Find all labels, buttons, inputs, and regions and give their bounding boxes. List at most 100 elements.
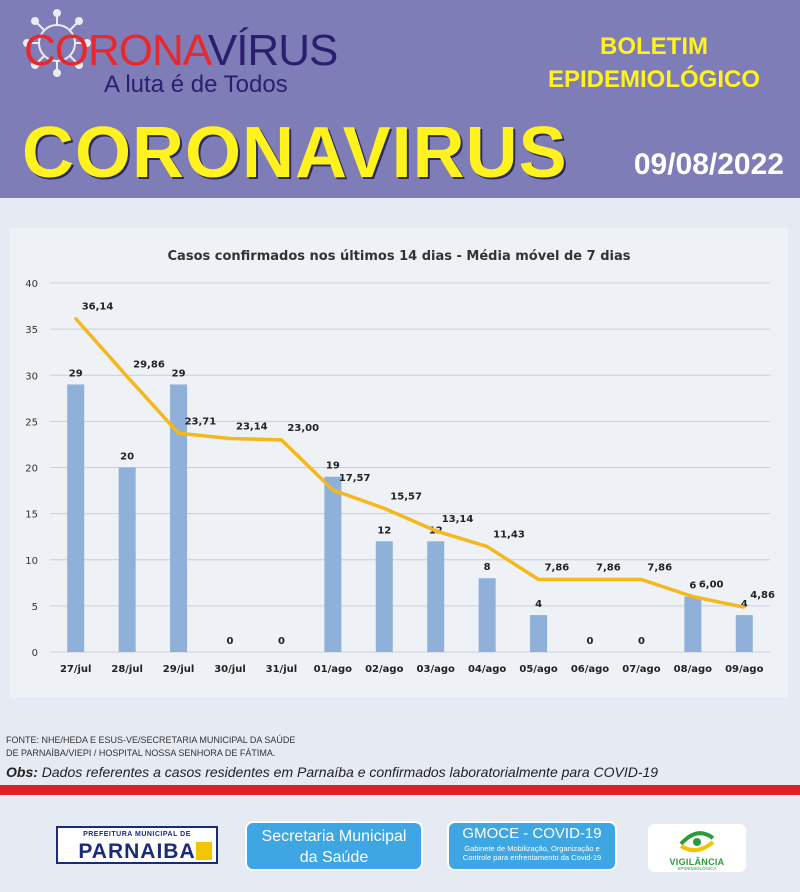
bar-data-label: 19 bbox=[326, 461, 340, 472]
x-tick-label: 08/ago bbox=[674, 664, 712, 675]
vigilancia-label: VIGILÂNCIA bbox=[669, 857, 725, 867]
brand-tagline: A luta é de Todos bbox=[104, 71, 288, 98]
bar-data-label: 0 bbox=[227, 636, 234, 647]
brand-wordmark: CORONAVÍRUS bbox=[24, 26, 338, 76]
y-tick-label: 10 bbox=[25, 556, 38, 567]
secretaria-line2: da Saúde bbox=[299, 849, 369, 866]
brand-red-text: CORONA bbox=[24, 26, 209, 75]
bar-data-label: 20 bbox=[120, 452, 134, 463]
bar bbox=[375, 541, 393, 652]
bar bbox=[684, 596, 702, 652]
line-point bbox=[177, 431, 181, 435]
line-data-label: 23,71 bbox=[185, 416, 217, 427]
bar bbox=[735, 615, 753, 652]
x-tick-label: 04/ago bbox=[468, 664, 506, 675]
x-tick-label: 07/ago bbox=[622, 664, 660, 675]
line-data-label: 11,43 bbox=[493, 530, 525, 541]
boletim-line2: EPIDEMIOLÓGICO bbox=[547, 66, 760, 93]
line-point bbox=[485, 545, 489, 549]
line-point bbox=[691, 595, 695, 599]
chart-gridlines bbox=[50, 282, 770, 653]
bar-data-label: 4 bbox=[741, 599, 748, 610]
line-data-label: 7,86 bbox=[596, 562, 621, 573]
y-tick-label: 20 bbox=[25, 464, 38, 475]
boletim-heading: BOLETIM EPIDEMIOLÓGICO bbox=[534, 30, 774, 96]
gmoce-description: Gabinete de Mobilização, Organização e C… bbox=[462, 844, 602, 862]
line-point bbox=[279, 438, 283, 442]
vigilancia-sub: EPIDEMIOLÓGICA bbox=[677, 866, 717, 871]
line-point bbox=[742, 605, 746, 609]
x-tick-label: 27/jul bbox=[60, 664, 92, 675]
bar bbox=[170, 384, 188, 652]
vigilancia-logo: VIGILÂNCIA EPIDEMIOLÓGICA bbox=[648, 824, 746, 872]
line-data-label: 29,86 bbox=[133, 360, 165, 371]
obs-text: Dados referentes a casos residentes em P… bbox=[41, 764, 659, 780]
bulletin-date: 09/08/2022 bbox=[633, 148, 784, 181]
line-data-label: 15,57 bbox=[390, 491, 422, 502]
y-tick-label: 0 bbox=[32, 648, 38, 659]
x-tick-label: 29/jul bbox=[163, 664, 195, 675]
bar bbox=[118, 467, 136, 652]
gmoce-badge: GMOCE - COVID-19 Gabinete de Mobilização… bbox=[447, 821, 617, 871]
y-tick-label: 40 bbox=[25, 279, 38, 290]
main-title: CORONAVIRUS bbox=[22, 113, 568, 193]
line-point bbox=[331, 488, 335, 492]
line-data-label: 17,57 bbox=[339, 473, 371, 484]
y-tick-label: 35 bbox=[25, 325, 38, 336]
moving-average-line bbox=[74, 317, 745, 609]
bar-data-label: 12 bbox=[377, 525, 391, 536]
parnaiba-flag-icon bbox=[196, 842, 212, 860]
line-data-label: 6,00 bbox=[699, 580, 724, 591]
chart-title: Casos confirmados nos últimos 14 dias - … bbox=[168, 249, 631, 264]
x-tick-label: 06/ago bbox=[571, 664, 609, 675]
line-point bbox=[588, 577, 592, 581]
line-data-label: 23,14 bbox=[236, 422, 268, 433]
header-banner: CORONAVÍRUS A luta é de Todos BOLETIM EP… bbox=[0, 0, 800, 198]
line-point bbox=[434, 529, 438, 533]
vigilancia-logo-icon bbox=[679, 831, 715, 853]
line-point bbox=[639, 577, 643, 581]
secretaria-line1: Secretaria Municipal bbox=[261, 828, 407, 845]
x-tick-label: 30/jul bbox=[214, 664, 246, 675]
line-point bbox=[537, 577, 541, 581]
bar-series: 29202900191212840064 bbox=[67, 368, 753, 652]
x-tick-label: 01/ago bbox=[314, 664, 352, 675]
line-data-label: 36,14 bbox=[82, 302, 114, 313]
line-data-label: 7,86 bbox=[647, 562, 672, 573]
source-line-1: FONTE: NHE/HEDA E ESUS-VE/SECRETARIA MUN… bbox=[6, 735, 296, 745]
y-axis-ticks: 0 5 10 15 20 25 30 35 40 bbox=[25, 279, 38, 659]
observation-note: Obs: Dados referentes a casos residentes… bbox=[6, 764, 658, 780]
line-point bbox=[382, 506, 386, 510]
red-divider bbox=[0, 785, 800, 795]
gmoce-title: GMOCE - COVID-19 bbox=[462, 825, 602, 842]
line-point bbox=[228, 437, 232, 441]
boletim-line1: BOLETIM bbox=[600, 33, 708, 60]
chart-canvas: Casos confirmados nos últimos 14 dias - … bbox=[25, 249, 775, 675]
brand-dark-text: VÍRUS bbox=[207, 26, 338, 75]
prefeitura-logo: PREFEITURA MUNICIPAL DE PARNAIBA bbox=[56, 826, 218, 864]
x-tick-label: 09/ago bbox=[725, 664, 763, 675]
y-tick-label: 15 bbox=[25, 510, 38, 521]
source-note: FONTE: NHE/HEDA E ESUS-VE/SECRETARIA MUN… bbox=[6, 734, 346, 760]
bar bbox=[324, 476, 342, 652]
x-tick-label: 02/ago bbox=[365, 664, 403, 675]
line-point bbox=[125, 375, 129, 379]
y-tick-label: 30 bbox=[25, 371, 38, 382]
line-data-label: 13,14 bbox=[442, 514, 474, 525]
x-tick-label: 05/ago bbox=[519, 664, 557, 675]
x-axis-ticks: 27/jul 28/jul 29/jul 30/jul 31/jul 01/ago 02/a… bbox=[60, 664, 764, 675]
bar-data-label: 0 bbox=[638, 636, 645, 647]
chart-panel: Casos confirmados nos últimos 14 dias - … bbox=[10, 228, 788, 698]
bar-data-label: 29 bbox=[69, 368, 83, 379]
bar-data-label: 0 bbox=[278, 636, 285, 647]
bar bbox=[530, 615, 548, 652]
line-data-label: 7,86 bbox=[545, 562, 570, 573]
y-tick-label: 25 bbox=[25, 417, 38, 428]
x-tick-label: 28/jul bbox=[111, 664, 143, 675]
source-line-2: DE PARNAÍBA/VIEPI / HOSPITAL NOSSA SENHO… bbox=[6, 748, 276, 758]
bar bbox=[478, 578, 496, 652]
bar-data-label: 0 bbox=[587, 636, 594, 647]
virus-icon bbox=[23, 9, 91, 77]
bar-data-label: 6 bbox=[689, 581, 696, 592]
line-data-label: 4,86 bbox=[750, 590, 775, 601]
